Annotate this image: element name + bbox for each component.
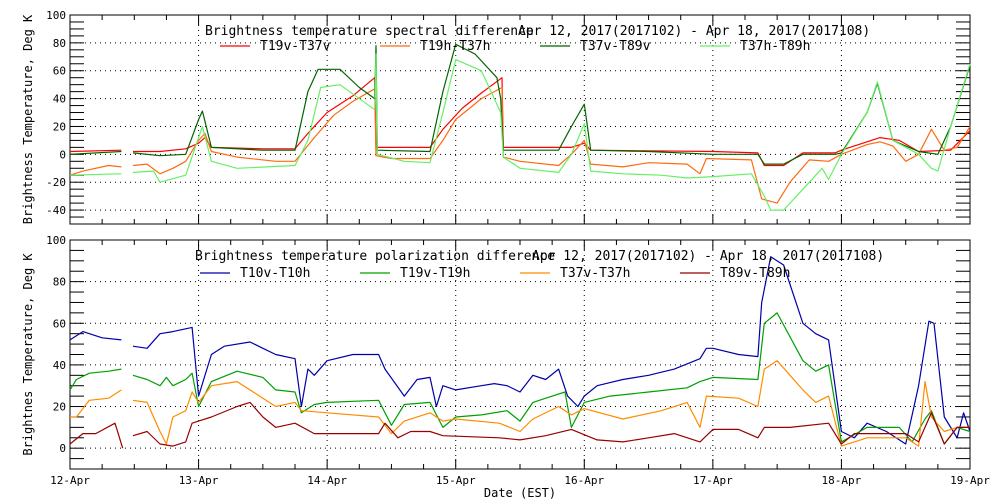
- y-tick-label: 60: [53, 65, 66, 78]
- y-tick-label: 20: [53, 401, 66, 414]
- plot-frame: [69, 239, 971, 470]
- legend-item: T89v-T89h: [680, 266, 790, 281]
- x-tick-label: 17-Apr: [693, 474, 733, 487]
- x-tick-label: 12-Apr: [50, 474, 90, 487]
- series-line-t19h-t37h: [69, 86, 971, 204]
- y-tick-label: 100: [46, 234, 66, 247]
- y-tick-label: 0: [59, 148, 66, 161]
- legend-label: T37v-T37h: [560, 266, 630, 281]
- y-axis-label: Brightness Temperature, Deg K: [21, 14, 35, 224]
- y-tick-label: -20: [46, 176, 66, 189]
- chart-title: Brightness temperature polarization diff…: [195, 249, 555, 264]
- series-line-t10v-t10h: [69, 256, 971, 445]
- legend-label: T19v-T37v: [260, 39, 331, 54]
- legend-label: T10v-T10h: [240, 266, 310, 281]
- chart-panel-2: 0 20 40 60 80 100 12-Apr 13-Apr 14-Apr 15-Apr 16-A…: [21, 234, 990, 500]
- legend-item: T19h-T37h: [380, 39, 490, 54]
- legend-item: T37v-T37h: [520, 266, 630, 281]
- x-tick-label: 14-Apr: [307, 474, 347, 487]
- series-line-t37h-t89h: [69, 53, 971, 211]
- plot-frame: [69, 14, 971, 225]
- y-tick-label: 0: [59, 442, 66, 455]
- series-line-t37v-t37h: [70, 360, 970, 447]
- series-line-t19v-t19h: [69, 312, 971, 445]
- legend-label: T37h-T89h: [740, 39, 810, 54]
- legend-item: T37v-T89v: [540, 39, 651, 54]
- series-line-t89v-t89h: [69, 401, 970, 449]
- legend-item: T10v-T10h: [200, 266, 310, 281]
- date-range: Apr 12, 2017(2017102) - Apr 18, 2017(201…: [532, 249, 884, 264]
- y-tick-label: 40: [53, 359, 66, 372]
- legend-label: T19h-T37h: [420, 39, 490, 54]
- legend-item: T19v-T19h: [360, 266, 470, 281]
- y-tick-label: 80: [53, 37, 66, 50]
- legend-label: T37v-T89v: [580, 39, 651, 54]
- y-tick-label: 20: [53, 120, 66, 133]
- date-range: Apr 12, 2017(2017102) - Apr 18, 2017(201…: [518, 24, 870, 39]
- legend-label: T19v-T19h: [400, 266, 470, 281]
- x-axis-label: Date (EST): [484, 486, 556, 500]
- x-tick-label: 16-Apr: [564, 474, 604, 487]
- y-axis-label: Brightnes Temperature, Deg K: [21, 253, 35, 456]
- y-tick-label: 100: [46, 9, 66, 22]
- x-tick-label: 18-Apr: [822, 474, 862, 487]
- x-tick-label: 19-Apr: [950, 474, 990, 487]
- legend-label: T89v-T89h: [720, 266, 790, 281]
- y-tick-label: -40: [46, 204, 66, 217]
- series-line-t37v-t89v: [69, 43, 971, 165]
- chart-title: Brightness temperature spectral differen…: [205, 24, 534, 39]
- legend-item: T37h-T89h: [700, 39, 810, 54]
- x-tick-label: 15-Apr: [436, 474, 476, 487]
- legend-item: T19v-T37v: [220, 39, 331, 54]
- x-tick-label: 13-Apr: [179, 474, 219, 487]
- series-line-t19v-t37v: [69, 77, 971, 167]
- chart-panel-1: -40 -20 0 20 40 60 80 100 Brightness Temperature…: [21, 9, 971, 225]
- y-tick-label: 80: [53, 276, 66, 289]
- y-tick-label: 60: [53, 317, 66, 330]
- y-tick-label: 40: [53, 93, 66, 106]
